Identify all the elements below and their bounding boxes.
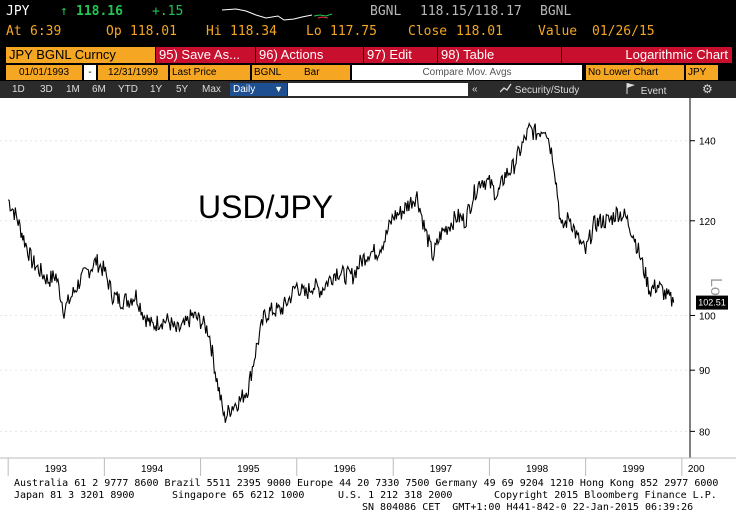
last-value-label: 102.51 (698, 298, 726, 308)
currency-select[interactable]: JPY (686, 65, 718, 80)
range-ytd[interactable]: YTD (118, 84, 138, 95)
menu-bar: JPY BGNL Curncy 95) Save As... 96) Actio… (0, 46, 736, 64)
range-6m[interactable]: 6M (92, 84, 106, 95)
x-tick-label: 1994 (141, 464, 164, 475)
compare-mov-avgs[interactable]: Compare Mov. Avgs (352, 65, 582, 80)
gear-icon[interactable]: ⚙ (702, 82, 713, 96)
scroll-back-button[interactable]: « (472, 84, 478, 95)
up-arrow-icon: ↑ (60, 4, 68, 19)
save-as-button[interactable]: 95) Save As... (156, 47, 255, 63)
event-button[interactable]: Event (626, 83, 667, 98)
series-group (7, 122, 675, 423)
event-label: Event (640, 86, 667, 97)
low-value: 117.75 (330, 24, 377, 39)
style-select[interactable]: Bar (302, 65, 350, 80)
gridlines (0, 140, 690, 432)
range-bar: 1D 3D 1M 6M YTD 1Y 5Y Max Daily ▼ « Secu… (0, 81, 736, 98)
sparkline (222, 8, 333, 21)
security-study-button[interactable]: Security/Study (499, 83, 580, 97)
x-tick-label: 1995 (237, 464, 260, 475)
last-value-badge (696, 295, 728, 310)
edit-menu[interactable]: 97) Edit (364, 47, 437, 63)
quote-source-2: BGNL (540, 4, 572, 19)
open-value: 118.01 (130, 24, 177, 39)
footer-contacts-line1: Australia 61 2 9777 8600 Brazil 5511 239… (14, 478, 719, 489)
open-label: Op (106, 24, 122, 39)
start-date-field[interactable]: 01/01/1993 (6, 65, 82, 80)
high-value: 118.34 (230, 24, 277, 39)
period-label: Daily (233, 84, 256, 95)
x-tick-label: 1999 (622, 464, 645, 475)
footer: Australia 61 2 9777 8600 Brazil 5511 239… (0, 478, 736, 527)
at-label: At (6, 24, 22, 39)
range-1d[interactable]: 1D (12, 84, 25, 95)
settings-bar: 01/01/1993 - 12/31/1999 Last Price BGNL … (0, 64, 736, 81)
quote-bid-ask: 118.15/118.17 (420, 4, 522, 19)
date-separator: - (84, 65, 96, 80)
x-tick-label: 1997 (430, 464, 453, 475)
low-label: Lo (306, 24, 322, 39)
actions-menu[interactable]: 96) Actions (256, 47, 363, 63)
quote-change: +.15 (152, 4, 184, 19)
y-tick-label: 120 (699, 217, 716, 228)
quote-header: JPY ↑ 118.16 +.15 BGNL 118.15/118.17 BGN… (0, 0, 736, 46)
x-ticks: 1993 1994 1995 1996 1997 1998 1999 200 (7, 458, 705, 476)
y-tick-label: 90 (699, 366, 711, 377)
ticker-field[interactable]: JPY BGNL Curncy (6, 47, 155, 63)
table-button[interactable]: 98) Table (438, 47, 561, 63)
x-tick-label: 1996 (334, 464, 357, 475)
quote-source: BGNL (370, 4, 402, 19)
close-value: 118.01 (456, 24, 503, 39)
footer-contacts-us: U.S. 1 212 318 2000 (338, 490, 453, 501)
quote-last: 118.16 (76, 4, 123, 19)
high-label: Hi (206, 24, 222, 39)
x-tick-label: 1993 (45, 464, 68, 475)
field-select[interactable]: Last Price (170, 65, 250, 80)
footer-copyright: Copyright 2015 Bloomberg Finance L.P. (494, 490, 717, 501)
flag-icon (626, 83, 638, 98)
y-tick-label: 140 (699, 137, 716, 148)
chart-icon (499, 83, 512, 97)
range-input[interactable] (288, 83, 468, 96)
chart-title: USD/JPY (198, 189, 333, 225)
footer-contacts-japan: Japan 81 3 3201 8900 (14, 490, 135, 501)
source-select[interactable]: BGNL (252, 65, 302, 80)
close-label: Close (408, 24, 448, 39)
chevron-down-icon: ▼ (274, 84, 283, 94)
range-5y[interactable]: 5Y (176, 84, 189, 95)
y-ticks: 80 90 100 120 140 (690, 137, 716, 438)
range-1y[interactable]: 1Y (150, 84, 163, 95)
value-date: 01/26/15 (592, 24, 655, 39)
y-tick-label: 100 (699, 311, 716, 322)
security-study-label: Security/Study (514, 85, 580, 96)
period-select[interactable]: Daily ▼ (230, 83, 287, 96)
footer-session-info: SN 804086 CET GMT+1:00 H441-842-0 22-Jan… (362, 502, 694, 513)
range-max[interactable]: Max (202, 84, 221, 95)
x-tick-label: 1998 (526, 464, 549, 475)
chart-area: 80 90 100 120 140 1993 1994 1995 1996 1997 1998 19… (0, 98, 736, 476)
end-date-field[interactable]: 12/31/1999 (98, 65, 168, 80)
range-1m[interactable]: 1M (66, 84, 80, 95)
range-3d[interactable]: 3D (40, 84, 53, 95)
chart-type-label: Logarithmic Chart (562, 47, 732, 63)
x-tick-label: 200 (688, 464, 705, 475)
lower-chart-select[interactable]: No Lower Chart (586, 65, 684, 80)
value-date-label: Value (538, 24, 578, 39)
y-tick-label: 80 (699, 427, 711, 438)
at-value: 6:39 (30, 24, 62, 39)
usd-jpy-series (7, 122, 675, 423)
footer-contacts-singapore: Singapore 65 6212 1000 (172, 490, 305, 501)
quote-symbol: JPY (6, 4, 30, 19)
